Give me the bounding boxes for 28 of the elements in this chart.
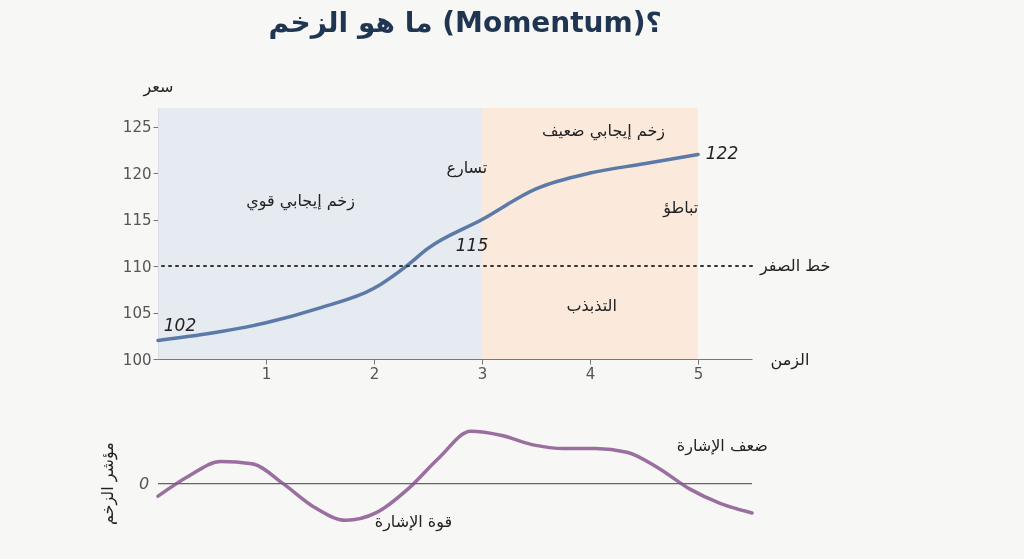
y-axis-title: مؤشر الزخم — [98, 442, 118, 526]
chart-title: ما هو الزخم (Momentum)؟ — [268, 6, 662, 39]
annotation: زخم إيجابي قوي — [246, 190, 355, 211]
annotation: قوة الإشارة — [374, 511, 453, 532]
line-series — [156, 152, 700, 343]
annotation: ضعف الإشارة — [676, 435, 768, 456]
x-tick-label: 1 — [261, 364, 272, 383]
x-tick-label: 4 — [585, 364, 596, 383]
y-tick-label: 105 — [122, 304, 152, 323]
annotation: 122 — [705, 143, 739, 164]
x-tick-label: 3 — [477, 364, 488, 383]
annotation: زخم إيجابي ضعيف — [541, 120, 666, 141]
ref-line-label: خط الصفر — [759, 256, 831, 277]
annotation: تسارع — [446, 158, 488, 179]
y-tick-label: 115 — [122, 211, 152, 230]
text: 0 — [138, 473, 150, 493]
y-tick-label: 100 — [122, 350, 152, 369]
annotation: التذبذب — [566, 296, 617, 316]
x-axis-title: الزمن — [770, 349, 810, 370]
y-tick-label: 120 — [122, 164, 152, 183]
x-tick-label: 5 — [693, 364, 704, 383]
annotation: 115 — [455, 234, 489, 255]
y-tick-label: 125 — [122, 118, 152, 137]
y-axis-title: سعر — [142, 76, 174, 97]
annotation: تباطؤ — [662, 198, 699, 219]
annotation: 102 — [163, 315, 197, 336]
x-tick-label: 2 — [369, 364, 380, 383]
y-tick-label: 110 — [122, 257, 152, 276]
